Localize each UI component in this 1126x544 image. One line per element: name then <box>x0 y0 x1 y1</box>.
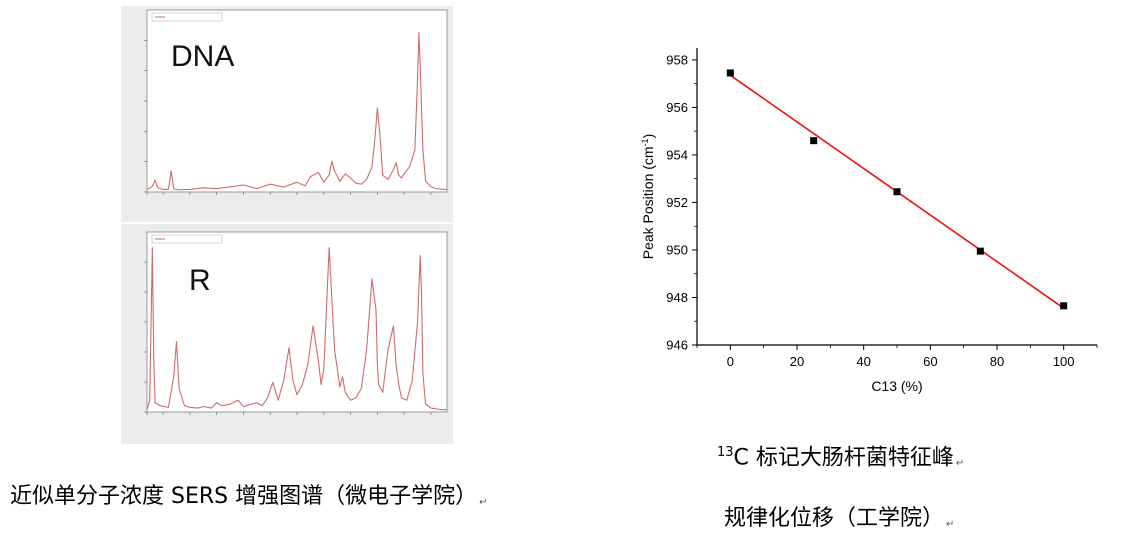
x-tick-label-4: 80 <box>990 354 1004 369</box>
dna-spectrum-chart <box>144 9 448 195</box>
x-tick-label-1: 20 <box>790 354 804 369</box>
legend-box <box>151 234 223 244</box>
caption-c13-superscript: 13 <box>717 445 734 460</box>
x-tick-label-5: 100 <box>1053 354 1075 369</box>
data-point-2 <box>893 188 901 196</box>
x-tick-label-0: 0 <box>727 354 734 369</box>
return-mark: ↵ <box>479 497 488 508</box>
data-point-4 <box>1060 302 1068 310</box>
x-tick-label-2: 40 <box>856 354 870 369</box>
r-spectrum-panel: R <box>121 224 453 444</box>
plot-area <box>146 9 448 193</box>
dna-spectrum-panel: DNA <box>121 6 453 222</box>
y-tick-label-2: 950 <box>666 242 688 257</box>
y-tick-label-3: 952 <box>666 195 688 210</box>
x-tick-label-3: 60 <box>923 354 937 369</box>
caption-sers-text: 近似单分子浓度 SERS 增强图谱（微电子学院） <box>10 484 478 509</box>
data-point-1 <box>810 137 818 145</box>
caption-c13-line1: 13C 标记大肠杆菌特征峰 ↵ <box>717 446 964 469</box>
x-axis-label: C13 (%) <box>871 378 922 394</box>
return-mark: ↵ <box>955 458 965 470</box>
data-point-0 <box>726 69 734 77</box>
c13-shift-chart: 946 948 950 952 954 956 958 0 20 40 60 80 100 C13 (%)… <box>640 48 1098 394</box>
caption-c13-line1-text: C 标记大肠杆菌特征峰 <box>733 445 954 471</box>
data-point-3 <box>976 247 984 255</box>
y-axis-label: Peak Position (cm-1) <box>640 134 656 260</box>
caption-c13-line2-text: 规律化位移（工学院） <box>724 506 945 531</box>
r-label: R <box>189 264 211 297</box>
caption-c13-line2: 规律化位移（工学院） ↵ <box>724 508 954 530</box>
y-tick-label-6: 958 <box>666 52 688 67</box>
return-mark: ↵ <box>946 519 955 530</box>
legend-box <box>151 12 223 22</box>
spectrum-line-0 <box>146 31 448 191</box>
y-tick-label-0: 946 <box>666 338 688 353</box>
y-tick-label-4: 954 <box>666 147 688 162</box>
spectrum-line-0 <box>146 247 447 411</box>
y-tick-label-1: 948 <box>666 290 688 305</box>
plot-area <box>146 231 448 413</box>
dna-label: DNA <box>171 40 235 73</box>
r-spectrum-chart <box>144 231 448 415</box>
y-tick-label-5: 956 <box>666 100 688 115</box>
caption-sers: 近似单分子浓度 SERS 增强图谱（微电子学院） ↵ <box>10 486 488 508</box>
